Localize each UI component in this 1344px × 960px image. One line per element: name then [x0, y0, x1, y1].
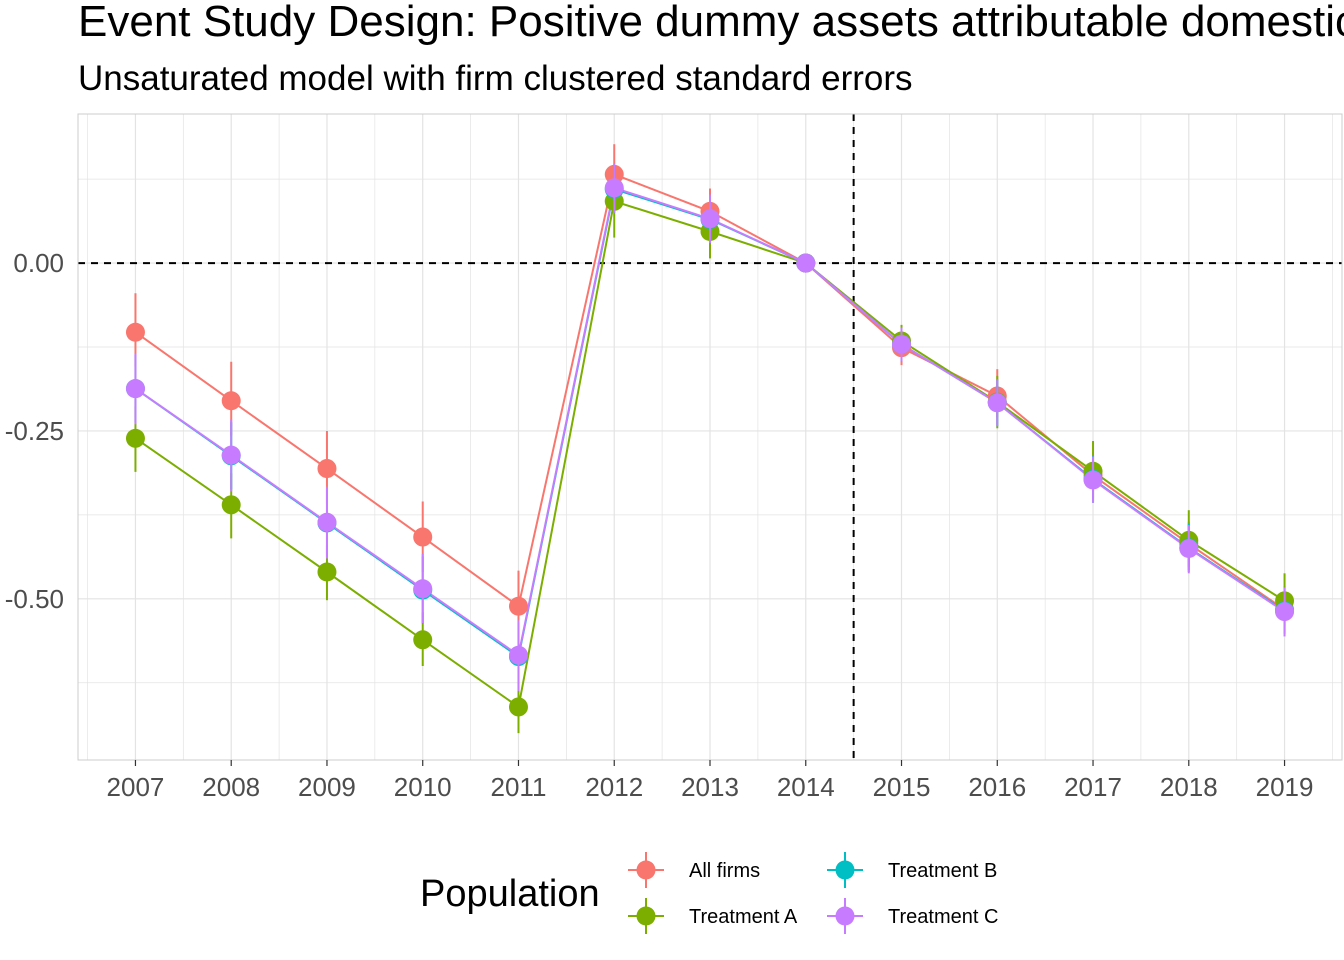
x-tick-label: 2018	[1160, 772, 1218, 802]
chart-subtitle: Unsaturated model with firm clustered st…	[78, 59, 913, 98]
x-tick-label: 2012	[585, 772, 643, 802]
data-point	[508, 697, 528, 717]
x-tick-label: 2017	[1064, 772, 1122, 802]
legend-key-point	[636, 860, 656, 880]
data-point	[1083, 470, 1103, 490]
reference-lines	[78, 114, 1342, 760]
data-point	[892, 334, 912, 354]
y-axis: 0.00 -0.25 -0.50	[5, 248, 64, 614]
data-point	[1275, 602, 1295, 622]
data-point	[317, 512, 337, 532]
data-point	[221, 391, 241, 411]
data-point	[125, 322, 145, 342]
x-tick-label: 2019	[1256, 772, 1314, 802]
legend-label: Treatment A	[689, 906, 798, 928]
data-point	[317, 562, 337, 582]
legend-label: Treatment C	[888, 906, 998, 928]
legend-label: All firms	[689, 860, 760, 882]
x-tick-label: 2011	[491, 772, 547, 802]
data-point	[508, 596, 528, 616]
data-point	[700, 209, 720, 229]
data-point	[221, 495, 241, 515]
data-point	[125, 379, 145, 399]
data-point	[221, 445, 241, 465]
data-point	[413, 579, 433, 599]
legend-key-point	[636, 906, 656, 926]
legend-title: Population	[420, 873, 600, 915]
y-tick-label: -0.25	[5, 416, 64, 446]
legend-item: All firms	[628, 852, 760, 888]
x-axis: 2007 2008 2009 2010 2011 2012 2013 2014 2015 2016…	[107, 760, 1314, 802]
data-series	[125, 144, 1295, 734]
chart-title: Event Study Design: Positive dummy asset…	[78, 0, 1344, 46]
x-tick-label: 2007	[107, 772, 165, 802]
legend-label: Treatment B	[888, 860, 997, 882]
x-tick-label: 2008	[202, 772, 260, 802]
data-point	[413, 527, 433, 547]
data-point	[125, 428, 145, 448]
legend-item: Treatment C	[827, 898, 998, 934]
x-tick-label: 2010	[394, 772, 452, 802]
data-point	[413, 630, 433, 650]
y-tick-label: 0.00	[13, 248, 64, 278]
legend-item: Treatment A	[628, 898, 798, 934]
data-point	[796, 253, 816, 273]
legend-item: Treatment B	[827, 852, 997, 888]
data-point	[1179, 538, 1199, 558]
x-tick-label: 2013	[681, 772, 739, 802]
x-tick-label: 2009	[298, 772, 356, 802]
data-point	[317, 459, 337, 479]
legend-key-point	[835, 906, 855, 926]
x-tick-label: 2016	[968, 772, 1026, 802]
plot-panel	[77, 113, 1343, 761]
x-tick-label: 2014	[777, 772, 835, 802]
legend: Population All firms Treatment A Treatment…	[420, 852, 998, 934]
data-point	[604, 178, 624, 198]
series-marks-treatment-c	[125, 163, 1295, 691]
y-tick-label: -0.50	[5, 584, 64, 614]
x-tick-label: 2015	[873, 772, 931, 802]
legend-key-point	[835, 860, 855, 880]
data-point	[508, 645, 528, 665]
data-point	[987, 393, 1007, 413]
